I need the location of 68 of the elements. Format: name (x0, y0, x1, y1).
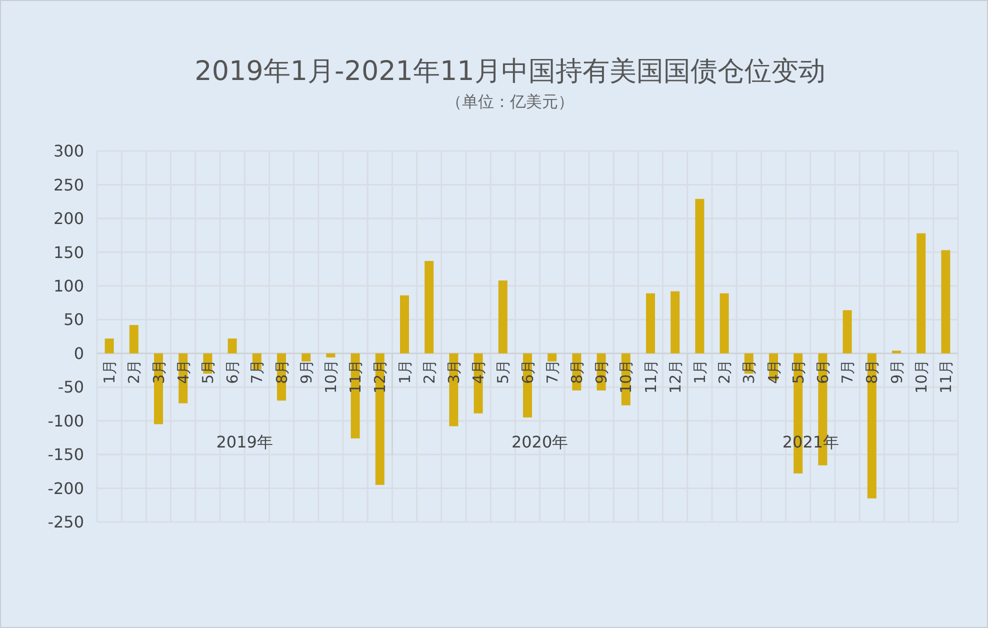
x-tick-label: 1月 (690, 359, 709, 384)
x-tick-label: 6月 (518, 359, 537, 384)
bar (941, 250, 950, 354)
x-tick-label: 2月 (716, 359, 734, 384)
x-tick-label: 5月 (198, 359, 217, 384)
x-tick-label: 6月 (814, 359, 832, 384)
y-tick-label: -150 (48, 445, 84, 464)
x-tick-label: 5月 (789, 359, 808, 384)
y-tick-label: 150 (53, 242, 84, 262)
y-tick-label: -100 (48, 411, 84, 430)
bar (548, 353, 557, 362)
y-tick-label: 100 (53, 276, 84, 296)
bar (228, 338, 237, 354)
x-tick-label: 7月 (838, 359, 857, 384)
y-tick-label: 0 (74, 344, 84, 363)
bar (326, 353, 336, 358)
y-tick-label: -250 (48, 512, 84, 532)
x-tick-label: 2月 (125, 359, 144, 384)
x-tick-label: 9月 (888, 359, 906, 384)
x-tick-label: 11月 (936, 359, 955, 394)
x-tick-label: 10月 (617, 359, 636, 394)
annotation: 2019年 (216, 432, 273, 452)
x-tick-label: 4月 (470, 359, 488, 384)
y-tick-label: -50 (58, 378, 84, 397)
bar (104, 338, 114, 354)
y-tick-label: -200 (48, 478, 84, 498)
x-tick-label: 11月 (346, 359, 365, 394)
chart-title: 2019年1月-2021年11月中国持有美国国债仓位变动 (194, 56, 826, 87)
x-tick-label: 4月 (174, 359, 192, 384)
bar (695, 198, 704, 354)
x-tick-label: 1月 (396, 359, 414, 384)
x-tick-label: 4月 (764, 359, 783, 384)
x-tick-label: 10月 (322, 359, 340, 394)
y-tick-label: 200 (53, 209, 84, 228)
x-tick-label: 8月 (568, 359, 586, 384)
x-tick-label: 6月 (224, 359, 242, 384)
y-tick-label: 250 (53, 175, 84, 194)
bar (400, 295, 409, 354)
bar (498, 280, 508, 354)
bar (424, 260, 434, 354)
x-tick-label: 7月 (248, 359, 266, 384)
bar (302, 353, 311, 362)
x-tick-label: 10月 (912, 359, 930, 394)
bar (892, 350, 901, 354)
y-tick-label: 50 (64, 310, 84, 330)
bar (916, 233, 926, 354)
x-tick-label: 3月 (444, 359, 463, 384)
x-tick-label: 9月 (297, 359, 316, 384)
x-tick-label: 3月 (740, 359, 758, 384)
annotation: 2020年 (511, 432, 568, 452)
bar (129, 325, 138, 354)
x-tick-label: 2月 (420, 359, 438, 384)
bar (670, 291, 680, 354)
x-tick-label: 9月 (592, 359, 611, 384)
x-tick-label: 5月 (494, 359, 512, 384)
x-tick-label: 8月 (272, 359, 291, 384)
x-tick-label: 8月 (863, 359, 882, 384)
chart-subtitle: （单位：亿美元） (446, 92, 574, 111)
x-tick-label: 12月 (666, 359, 684, 394)
x-tick-label: 12月 (371, 359, 390, 394)
x-tick-label: 3月 (150, 359, 168, 384)
y-tick-label: 300 (53, 142, 84, 161)
x-tick-label: 11月 (642, 359, 660, 394)
bar (842, 310, 852, 354)
x-tick-label: 1月 (100, 359, 119, 384)
bar (646, 293, 655, 354)
bar (720, 293, 729, 354)
x-tick-label: 7月 (543, 359, 562, 384)
